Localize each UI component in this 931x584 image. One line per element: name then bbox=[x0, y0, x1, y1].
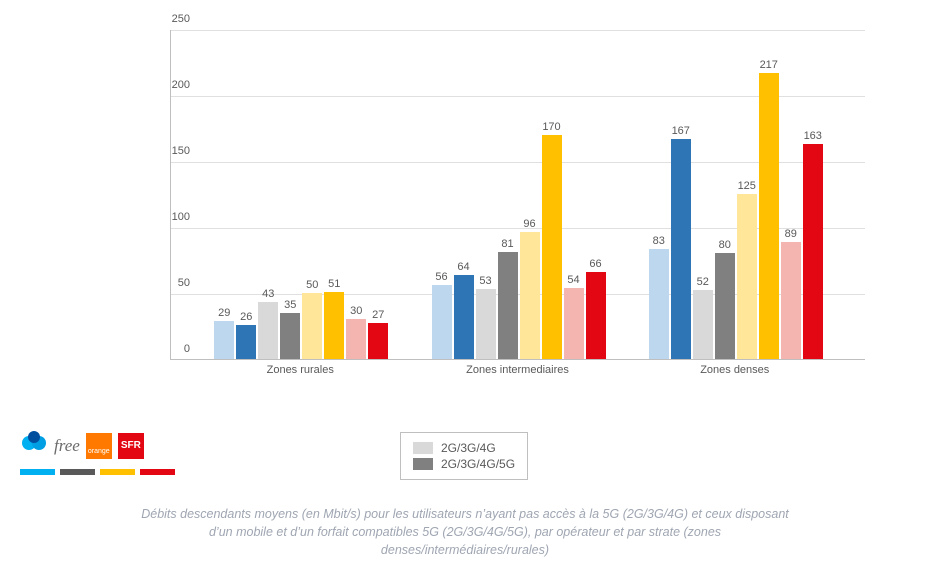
bar bbox=[586, 272, 606, 359]
operator-color-bar bbox=[140, 469, 175, 475]
bar bbox=[432, 285, 452, 359]
bar bbox=[564, 288, 584, 359]
free-logo: free bbox=[54, 436, 80, 456]
bar-value-label: 96 bbox=[518, 218, 542, 230]
bar bbox=[542, 135, 562, 359]
caption-line: denses/intermédiaires/rurales) bbox=[381, 543, 549, 557]
y-tick-label: 150 bbox=[160, 145, 190, 157]
bar-value-label: 167 bbox=[669, 125, 693, 137]
operator-logos: free orangeSFR bbox=[20, 430, 150, 461]
sfr-logo: SFR bbox=[118, 433, 144, 459]
bar bbox=[715, 253, 735, 359]
legend-swatch bbox=[413, 458, 433, 470]
bar-value-label: 51 bbox=[322, 278, 346, 290]
legend-swatch bbox=[413, 442, 433, 454]
bar-value-label: 29 bbox=[212, 307, 236, 319]
legend-item: 2G/3G/4G bbox=[413, 441, 515, 455]
bar-value-label: 89 bbox=[779, 228, 803, 240]
y-tick-label: 250 bbox=[160, 13, 190, 25]
bar bbox=[759, 73, 779, 359]
chart-container: 2926433550513027566453819617054668316752… bbox=[130, 20, 890, 400]
y-tick-label: 100 bbox=[160, 211, 190, 223]
legend-item: 2G/3G/4G/5G bbox=[413, 457, 515, 471]
bar bbox=[214, 321, 234, 359]
legend-label: 2G/3G/4G/5G bbox=[441, 457, 515, 471]
chart-caption: Débits descendants moyens (en Mbit/s) po… bbox=[60, 505, 870, 559]
bar bbox=[737, 194, 757, 359]
bar bbox=[236, 325, 256, 359]
bar-value-label: 170 bbox=[540, 121, 564, 133]
x-category-label: Zones rurales bbox=[213, 364, 387, 376]
bar bbox=[803, 144, 823, 359]
y-tick-label: 0 bbox=[160, 343, 190, 355]
operator-color-bar bbox=[60, 469, 95, 475]
legend: 2G/3G/4G 2G/3G/4G/5G bbox=[400, 432, 528, 480]
bar-value-label: 83 bbox=[647, 235, 671, 247]
bar-value-label: 54 bbox=[562, 274, 586, 286]
bar-value-label: 50 bbox=[300, 279, 324, 291]
x-category-label: Zones denses bbox=[648, 364, 822, 376]
caption-line: d’un mobile et d’un forfait compatibles … bbox=[209, 525, 721, 539]
bar bbox=[324, 292, 344, 359]
bar bbox=[649, 249, 669, 359]
bar-value-label: 30 bbox=[344, 305, 368, 317]
bar-value-label: 81 bbox=[496, 238, 520, 250]
y-tick-label: 200 bbox=[160, 79, 190, 91]
bar-value-label: 43 bbox=[256, 288, 280, 300]
bar-value-label: 125 bbox=[735, 180, 759, 192]
bar bbox=[671, 139, 691, 359]
bar bbox=[280, 313, 300, 359]
caption-line: Débits descendants moyens (en Mbit/s) po… bbox=[141, 507, 789, 521]
bar bbox=[346, 319, 366, 359]
bar-value-label: 217 bbox=[757, 59, 781, 71]
operator-color-bar bbox=[20, 469, 55, 475]
bar-value-label: 35 bbox=[278, 299, 302, 311]
bar-value-label: 52 bbox=[691, 276, 715, 288]
legend-label: 2G/3G/4G bbox=[441, 441, 496, 455]
bar bbox=[476, 289, 496, 359]
bar-value-label: 64 bbox=[452, 261, 476, 273]
bar-value-label: 26 bbox=[234, 311, 258, 323]
bar bbox=[302, 293, 322, 359]
x-category-label: Zones intermediaires bbox=[431, 364, 605, 376]
bar bbox=[520, 232, 540, 359]
bar bbox=[498, 252, 518, 359]
bar bbox=[454, 275, 474, 359]
bar-value-label: 80 bbox=[713, 239, 737, 251]
bar-value-label: 56 bbox=[430, 271, 454, 283]
bar-value-label: 27 bbox=[366, 309, 390, 321]
bouygues-logo bbox=[20, 430, 48, 461]
bar-value-label: 66 bbox=[584, 258, 608, 270]
orange-logo: orange bbox=[86, 433, 112, 459]
operator-color-bars bbox=[20, 462, 180, 480]
bar bbox=[693, 290, 713, 359]
y-tick-label: 50 bbox=[160, 277, 190, 289]
bar bbox=[368, 323, 388, 359]
bar bbox=[781, 242, 801, 359]
bar-value-label: 53 bbox=[474, 275, 498, 287]
operator-color-bar bbox=[100, 469, 135, 475]
bar-value-label: 163 bbox=[801, 130, 825, 142]
bar bbox=[258, 302, 278, 359]
plot-area: 2926 4335 5051 3027 5664 53 81 96 170 54 66 83 167 52… bbox=[170, 30, 865, 360]
